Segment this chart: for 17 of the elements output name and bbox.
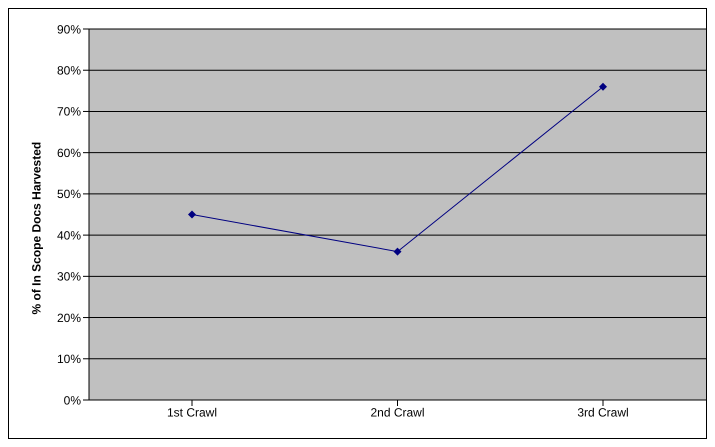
y-axis-title: % of In Scope Docs Harvested bbox=[29, 142, 44, 314]
point bbox=[394, 248, 402, 256]
point bbox=[599, 82, 607, 91]
y-tick-label: 60% bbox=[56, 146, 82, 160]
y-tick-label: 20% bbox=[56, 310, 82, 325]
y-tick-label: 80% bbox=[56, 63, 82, 78]
x-tick-label: 2nd Crawl bbox=[370, 406, 425, 420]
y-tick-label: 10% bbox=[56, 352, 82, 366]
y-tick-label: 90% bbox=[56, 22, 82, 36]
y-tick-label: 50% bbox=[56, 187, 82, 202]
y-tick-label: 70% bbox=[56, 104, 82, 119]
x-tick-label: 1st Crawl bbox=[166, 406, 218, 420]
x-tick-label: 3rd Crawl bbox=[577, 406, 629, 420]
y-tick-label: 0% bbox=[64, 393, 82, 408]
y-tick-label: 40% bbox=[56, 228, 82, 242]
point bbox=[188, 210, 196, 218]
y-tick-label: 30% bbox=[56, 270, 82, 284]
